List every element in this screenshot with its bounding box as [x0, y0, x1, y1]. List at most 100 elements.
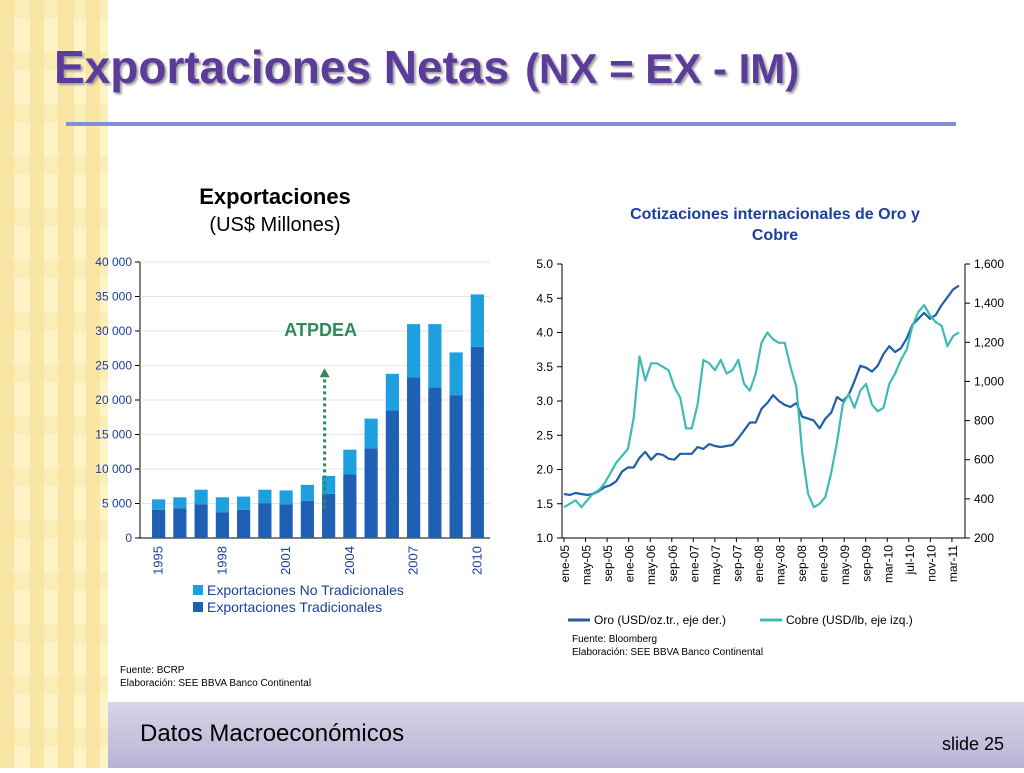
bar-non-traditional [279, 490, 293, 505]
bar-non-traditional [449, 352, 463, 396]
bar-traditional [449, 395, 463, 538]
line-x-tick-label: ene-05 [558, 545, 572, 583]
line-right-tick-label: 400 [974, 492, 994, 506]
line-x-tick-label: may-08 [774, 545, 788, 585]
slide-title: Exportaciones Netas (NX = EX - IM) [54, 40, 1014, 94]
stripe-horizontal [0, 416, 108, 434]
right-chart-title: Cotizaciones internacionales de Oro y Co… [630, 206, 920, 244]
line-left-tick-label: 4.5 [536, 291, 553, 305]
bar-traditional [215, 512, 229, 538]
line-left-tick-label: 3.5 [536, 360, 553, 374]
line-legend-label: Oro (USD/oz.tr., eje der.) [594, 613, 726, 627]
line-x-tick-label: ene-09 [817, 545, 831, 583]
line-x-tick-label: jul-10 [903, 545, 917, 576]
bar-non-traditional [300, 484, 314, 501]
bar-y-tick-label: 20 000 [95, 393, 132, 407]
bar-traditional [194, 504, 208, 538]
stripe-horizontal [0, 520, 108, 538]
stripe-vertical [0, 0, 14, 768]
line-left-tick-label: 4.0 [536, 326, 553, 340]
line-left-tick-label: 3.0 [536, 394, 553, 408]
bar-traditional [237, 509, 251, 538]
bar-legend-label: Exportaciones Tradicionales [207, 599, 382, 615]
line-x-tick-label: mar-10 [881, 545, 895, 583]
left-chart-title: Exportaciones [199, 184, 351, 209]
bar-y-tick-label: 25 000 [95, 359, 132, 373]
bar-y-tick-label: 5 000 [102, 497, 132, 511]
atpdea-arrowhead [319, 368, 330, 378]
stripe-horizontal [0, 208, 108, 226]
line-x-tick-label: ene-06 [623, 545, 637, 583]
bar-non-traditional [470, 294, 484, 347]
left-chart-subtitle: (US$ Millones) [209, 214, 341, 236]
gold-line [563, 284, 960, 496]
line-right-tick-label: 1,200 [974, 335, 1004, 349]
line-left-tick-label: 5.0 [536, 257, 553, 271]
bar-traditional [470, 346, 484, 538]
bar-traditional [364, 448, 378, 538]
stripe-horizontal [0, 156, 108, 174]
stripe-horizontal [0, 52, 108, 70]
footer-title: Datos Macroeconómicos [140, 720, 405, 747]
bar-traditional [279, 504, 293, 538]
stripe-horizontal [0, 572, 108, 590]
bar-y-tick-label: 15 000 [95, 428, 132, 442]
copper-line [563, 303, 960, 509]
line-x-tick-label: nov-10 [924, 545, 938, 582]
bar-traditional [300, 500, 314, 538]
footer-bar [108, 702, 1024, 768]
stripe-horizontal [0, 312, 108, 330]
bar-legend-label: Exportaciones No Tradicionales [207, 582, 404, 598]
line-x-tick-label: may-05 [580, 545, 594, 585]
line-left-tick-label: 1.5 [536, 497, 553, 511]
bar-traditional [343, 474, 357, 538]
left-chart-source: Fuente: BCRP Elaboración: SEE BBVA Banco… [120, 664, 311, 690]
stripe-horizontal [0, 104, 108, 122]
bar-y-tick-label: 30 000 [95, 324, 132, 338]
bar-traditional [385, 410, 399, 538]
bar-non-traditional [215, 497, 229, 513]
line-x-tick-label: sep-09 [860, 545, 874, 582]
bar-non-traditional [322, 475, 336, 494]
bar-y-tick-label: 0 [125, 531, 132, 545]
line-x-tick-label: sep-06 [666, 545, 680, 582]
right-elaboration-line: Elaboración: SEE BBVA Banco Continental [572, 647, 764, 658]
bar-x-tick-label: 1998 [214, 546, 229, 575]
right-chart-source: Fuente: Bloomberg Elaboración: SEE BBVA … [572, 633, 763, 659]
bar-non-traditional [194, 489, 208, 505]
bar-legend-swatch [193, 602, 203, 612]
bar-x-tick-label: 2010 [469, 546, 484, 575]
bar-x-tick-label: 2004 [342, 546, 357, 575]
stripe-pattern [0, 0, 108, 768]
title-underline [66, 122, 956, 126]
bar-y-tick-label: 10 000 [95, 462, 132, 476]
bar-y-tick-label: 35 000 [95, 290, 132, 304]
bar-y-tick-label: 40 000 [95, 255, 132, 269]
line-x-tick-label: ene-08 [752, 545, 766, 583]
gold-copper-line-chart: 1.0 1.5 2.0 2.5 3.0 3.5 4.0 4.5 5.0 200 400 600 800 1… [536, 257, 1004, 627]
stripe-horizontal [0, 624, 108, 642]
stripe-horizontal [0, 260, 108, 278]
bar-traditional [428, 387, 442, 538]
stripe-vertical [86, 0, 100, 768]
bar-non-traditional [152, 499, 166, 510]
bar-non-traditional [364, 418, 378, 449]
bar-x-tick-label: 1995 [151, 546, 166, 575]
bar-traditional [407, 377, 421, 538]
decorative-stripes [0, 0, 108, 768]
line-right-tick-label: 600 [974, 453, 994, 467]
line-left-tick-label: 2.5 [536, 428, 553, 442]
bar-traditional [258, 503, 272, 538]
stripe-horizontal [0, 468, 108, 486]
left-elaboration-line: Elaboración: SEE BBVA Banco Continental [120, 678, 312, 689]
right-source-line: Fuente: Bloomberg [572, 634, 658, 645]
line-left-tick-label: 2.0 [536, 463, 553, 477]
stripe-vertical [30, 0, 44, 768]
line-right-tick-label: 1,600 [974, 257, 1004, 271]
bar-non-traditional [343, 449, 357, 475]
bar-non-traditional [428, 324, 442, 388]
line-legend-label: Cobre (USD/lb, eje izq.) [786, 613, 913, 627]
left-source-line: Fuente: BCRP [120, 665, 185, 676]
stripe-horizontal [0, 364, 108, 382]
slide-number: slide 25 [941, 734, 1004, 754]
